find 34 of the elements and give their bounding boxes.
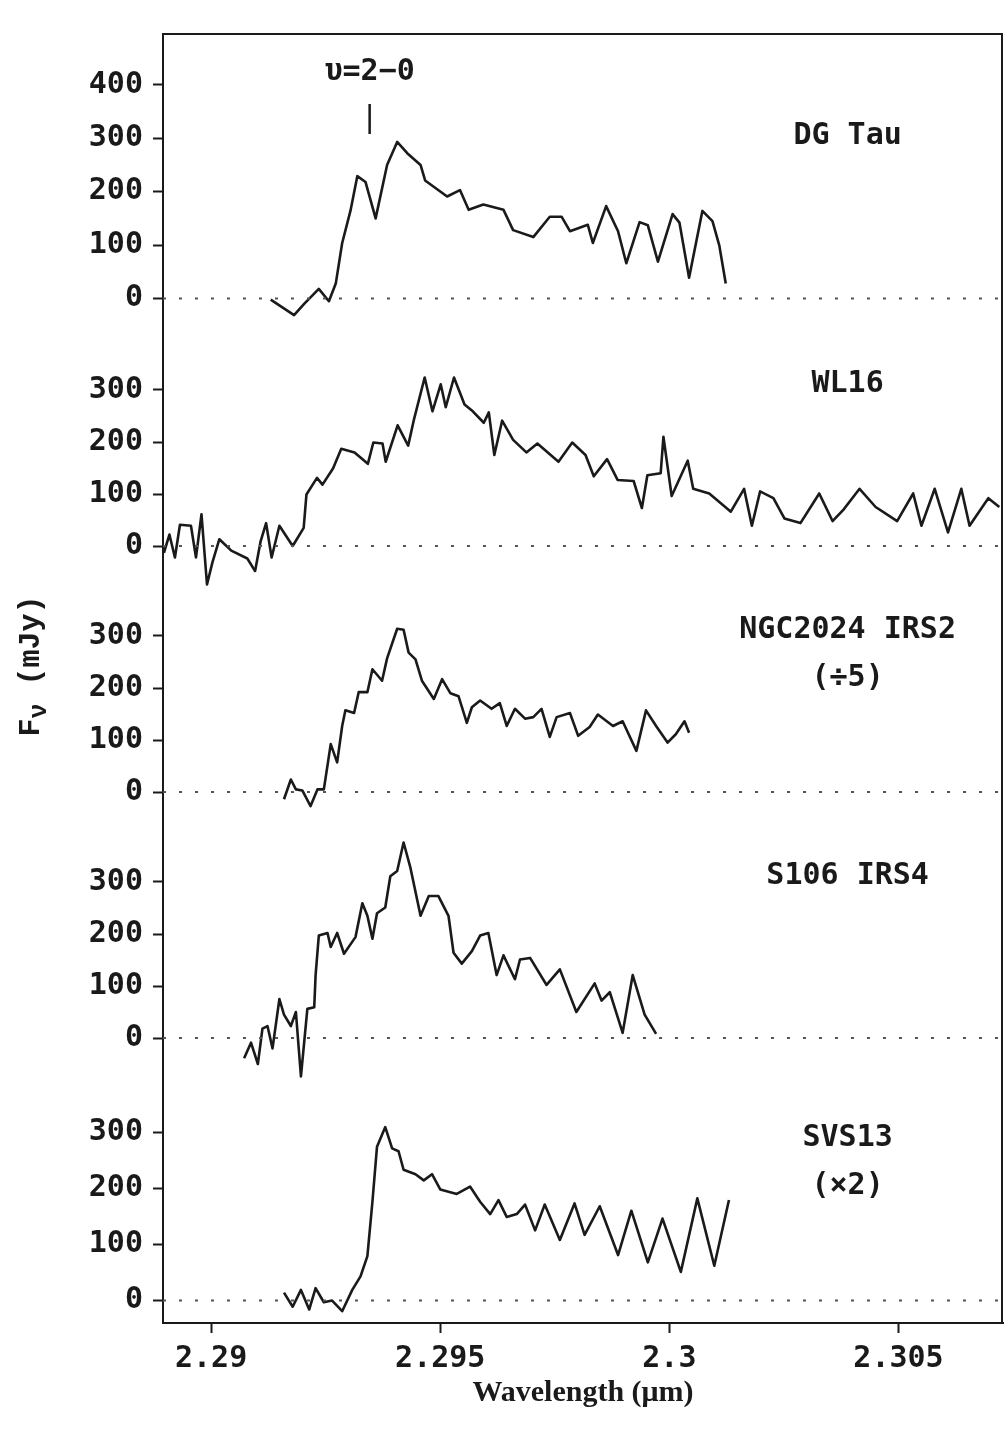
y-tick-label: 200 <box>88 914 143 950</box>
y-tick-label: 100 <box>88 720 143 756</box>
x-tick-label: 2.3 <box>642 1339 697 1375</box>
text: SVS13 <box>802 1118 893 1154</box>
y-tick-label: 0 <box>124 1280 143 1316</box>
y-tick-label: 300 <box>88 1112 143 1148</box>
y-tick-label: 100 <box>88 474 143 510</box>
y-tick-label: 300 <box>88 118 143 154</box>
text: NGC2024 IRS2 <box>739 610 956 646</box>
x-tick-label: 2.295 <box>395 1339 486 1375</box>
y-tick-label: 300 <box>88 862 143 898</box>
x-tick-label: 2.305 <box>853 1339 944 1375</box>
y-tick-label: 0 <box>124 526 143 562</box>
y-tick-label: 100 <box>88 224 143 260</box>
x-tick-label: 2.29 <box>174 1339 248 1375</box>
y-tick-label: 200 <box>88 171 143 207</box>
annotation: (÷5) <box>811 658 884 694</box>
y-tick-label: 0 <box>124 772 143 808</box>
y-tick-label: 400 <box>88 64 143 100</box>
y-tick-label: 200 <box>88 668 143 704</box>
text: DG Tau <box>793 116 902 152</box>
y-tick-label: 300 <box>88 616 143 652</box>
y-tick-label: 0 <box>124 278 143 314</box>
text: S106 IRS4 <box>766 856 929 892</box>
y-tick-label: 300 <box>88 370 143 406</box>
annotation: (×2) <box>811 1166 884 1202</box>
y-tick-label: 200 <box>88 1168 143 1204</box>
text: WL16 <box>811 364 884 400</box>
annotation: υ=2−0 <box>324 51 415 87</box>
y-tick-label: 200 <box>88 422 143 458</box>
y-tick-label: 100 <box>88 1224 143 1260</box>
y-tick-label: 100 <box>88 966 143 1002</box>
y-tick-label: 0 <box>124 1018 143 1054</box>
x-axis-title: Wavelength (μm) <box>472 1374 694 1409</box>
